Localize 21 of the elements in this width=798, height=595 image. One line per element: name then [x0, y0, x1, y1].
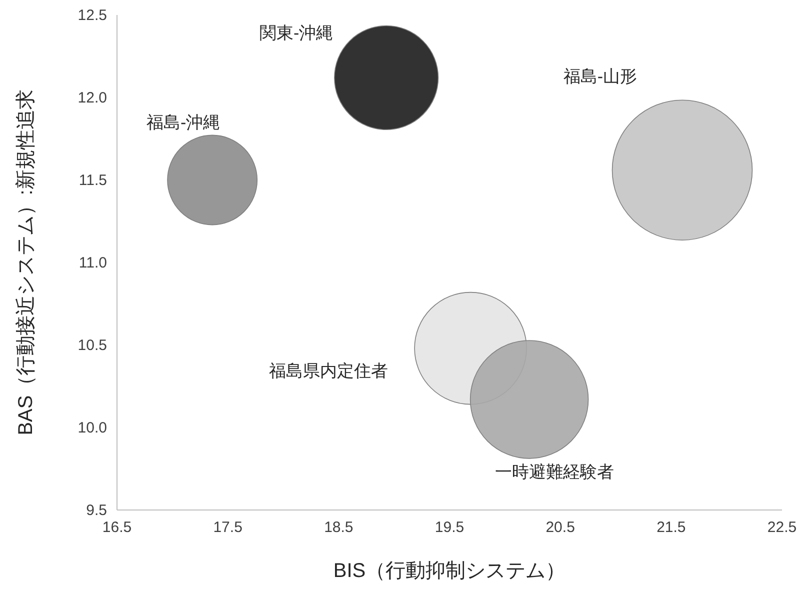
x-axis-title: BIS（行動抑制システム） — [333, 560, 566, 582]
x-tick-label: 16.5 — [102, 519, 132, 536]
y-tick-label: 9.5 — [86, 502, 107, 519]
y-tick-label: 11.5 — [78, 172, 107, 189]
x-tick-label: 17.5 — [213, 519, 242, 536]
x-tick-label: 21.5 — [656, 519, 686, 536]
series-label: 関東-沖縄 — [259, 24, 334, 43]
y-tick-label: 11.0 — [78, 254, 107, 272]
y-tick-label: 12.5 — [78, 7, 107, 24]
series-label: 一時避難経験者 — [494, 462, 614, 482]
x-tick-label: 18.5 — [324, 519, 354, 536]
y-axis-title: BAS（行動接近システム）:新規性追求 — [15, 90, 37, 436]
x-tick-label: 19.5 — [434, 519, 464, 536]
y-tick-label: 12.0 — [78, 90, 107, 106]
y-tick-label: 10.5 — [78, 337, 107, 354]
x-tick-label: 22.5 — [767, 519, 797, 536]
x-tick-label: 20.5 — [546, 519, 575, 536]
series-label: 福島県内定住者 — [269, 361, 388, 380]
series-label: 福島-沖縄 — [146, 113, 220, 132]
y-tick-label: 10.0 — [78, 420, 107, 436]
series-label: 福島-山形 — [563, 67, 638, 86]
